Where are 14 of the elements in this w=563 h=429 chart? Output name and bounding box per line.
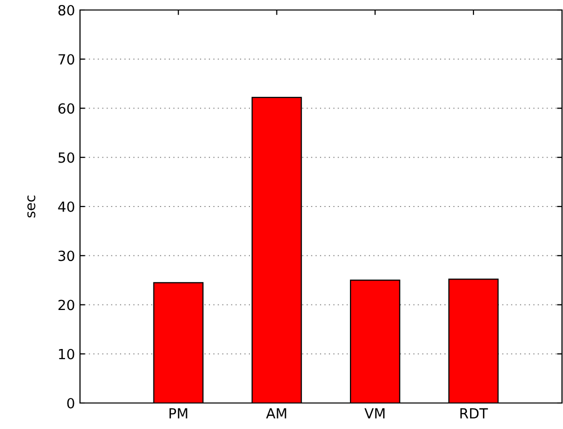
y-tick-label: 50	[58, 152, 74, 163]
x-tick-label: RDT	[460, 408, 488, 418]
y-tick-label: 60	[58, 103, 74, 114]
y-tick-label: 30	[58, 250, 74, 262]
y-axis-title: sec	[27, 196, 36, 218]
x-tick-label: VM	[364, 408, 384, 418]
x-tick-label: AM	[266, 408, 286, 418]
y-tick-label: 0	[67, 398, 74, 408]
x-tick-label: PM	[170, 408, 188, 418]
y-tick-label: 10	[58, 348, 74, 360]
y-tick-label: 40	[58, 201, 74, 212]
y-tick-label: 80	[58, 4, 74, 16]
y-tick-label: 70	[58, 54, 74, 65]
y-tick-label: 20	[58, 300, 74, 310]
